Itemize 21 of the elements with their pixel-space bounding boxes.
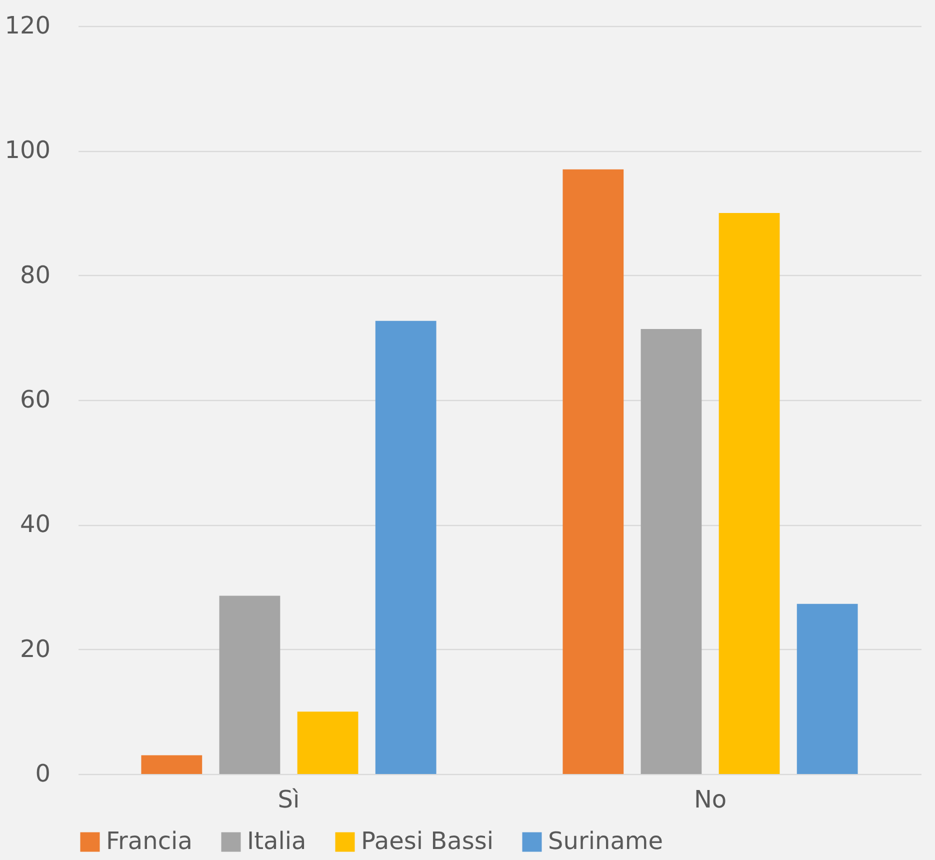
bar (796, 604, 858, 774)
y-tick-label: 80 (20, 260, 50, 289)
legend-label: Suriname (548, 827, 664, 855)
x-tick-label: Sì (278, 786, 300, 814)
y-tick-label: 60 (20, 386, 50, 414)
y-tick-label: 0 (35, 760, 50, 788)
bar (297, 712, 358, 774)
bar (640, 328, 702, 774)
y-tick-label: 20 (20, 634, 50, 663)
bar (718, 213, 780, 774)
y-tick-label: 40 (20, 510, 50, 538)
bar (141, 755, 202, 774)
legend-label: Francia (106, 827, 192, 855)
x-tick-label: No (694, 786, 727, 814)
y-tick-label: 100 (4, 136, 50, 164)
bar (562, 169, 624, 774)
bar (219, 596, 280, 774)
y-tick-label: 120 (4, 12, 50, 40)
legend-label: Italia (247, 827, 306, 855)
legend-label: Paesi Bassi (361, 827, 494, 855)
bar (375, 320, 436, 774)
